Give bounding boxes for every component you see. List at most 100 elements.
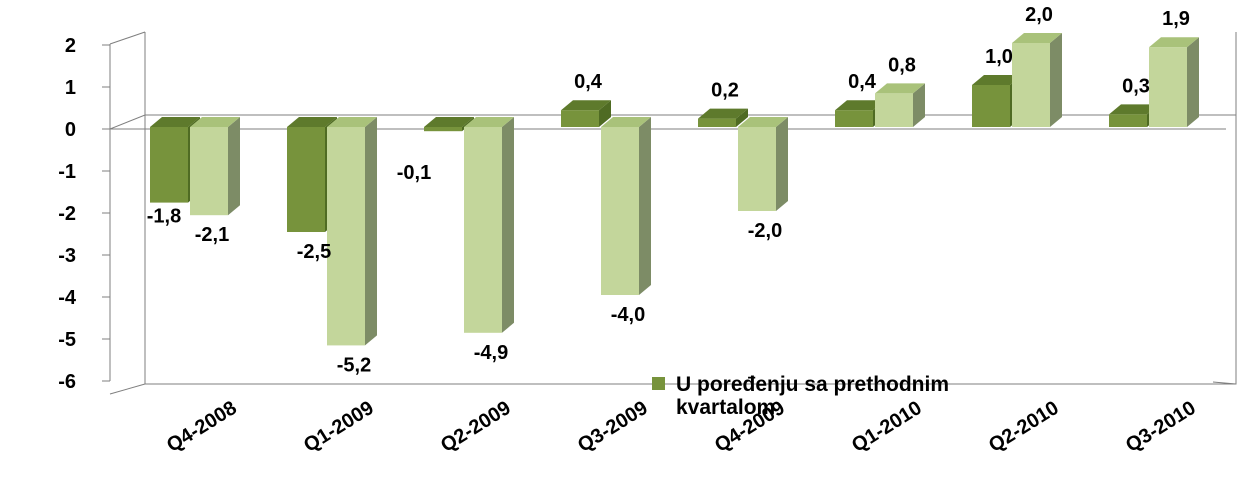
legend-label: U poređenju sa prethodnim [676,373,949,396]
data-label: 2,0 [1025,4,1053,26]
x-tick-label: Q1-2009 [300,397,378,457]
bar-top [150,117,200,127]
bar-top [190,117,240,127]
x-tick-label: Q3-2009 [574,397,652,457]
bar-series1-Q1-2010 [835,100,885,127]
bar-series2-Q1-2009 [327,117,377,346]
floor-edge-right [1212,381,1237,385]
data-label: 1,0 [985,46,1013,68]
data-label: -0,1 [397,162,431,184]
bar-front [327,127,365,346]
y-tick-label: -1 [58,161,76,183]
bar-series2-Q4-2009 [738,117,788,211]
bars [150,33,1199,346]
floor-edge-left [109,383,146,395]
side-wall-top [109,31,146,45]
back-wall [144,32,1237,385]
bar-front [972,85,1010,127]
y-axis-ticks: 2 1 0 -1 -2 -3 -4 -5 -6 [58,35,110,393]
bar-side [502,117,514,333]
y-tick-label: -4 [58,287,77,309]
data-label: -5,2 [337,354,371,376]
data-label: 0,2 [711,80,739,102]
bar-side [599,100,611,127]
bar-front [464,127,502,333]
bar-side [365,117,377,346]
bar-side [776,117,788,211]
bar-side [228,117,240,216]
data-label: 0,4 [848,71,877,93]
bar-front [190,127,228,216]
bar-series2-Q2-2010 [1012,33,1062,127]
bar-top [327,117,377,127]
bar-front [1012,43,1050,127]
data-label: -2,5 [297,241,331,263]
bar-side [913,83,925,127]
x-tick-label: Q4-2008 [163,397,241,457]
bar-front [738,127,776,211]
y-tick-label: 1 [65,77,76,99]
x-tick-label: Q1-2010 [848,397,926,457]
data-label: -4,0 [611,304,645,326]
data-label: -4,9 [474,342,508,364]
legend-label: kvartalom [676,396,775,419]
legend-swatch-series1 [652,377,665,390]
bar-side [736,108,748,127]
x-tick-label: Q3-2010 [1122,397,1200,457]
zero-plane [109,114,1236,130]
chart-frame [109,31,1237,395]
bar-series1-Q3-2009 [561,100,611,127]
bar-side [1050,33,1062,127]
bar-top [424,117,474,127]
bar-front [698,118,736,127]
y-tick-label: -5 [58,329,76,351]
bar-front [835,110,873,127]
bar-series2-Q3-2009 [601,117,651,295]
bar-series2-Q1-2010 [875,83,925,127]
bar-front [561,110,599,127]
data-label: 0,3 [1122,75,1150,97]
y-tick-label: -3 [58,245,76,267]
bar-front [875,93,913,127]
bar-top [464,117,514,127]
data-label: -2,1 [195,224,229,246]
bar-front [287,127,325,232]
bar-top [738,117,788,127]
bar-front [601,127,639,295]
bar-front [424,127,462,132]
data-label: 1,9 [1162,8,1190,30]
bar-top [287,117,337,127]
data-label: -2,0 [748,220,782,242]
y-tick-label: 0 [65,119,76,141]
data-labels: -1,8 -2,1 -2,5 -5,2 -0,1 -4,9 0,4 -4,0 0,2 -2,0 0,… [147,4,1190,376]
bar-top [875,83,925,94]
bar-side [1187,37,1199,128]
bar-top [1149,37,1199,48]
y-tick-label: -6 [58,371,76,393]
bar-top [835,100,885,111]
x-tick-label: Q2-2010 [985,397,1063,457]
bar-series2-Q4-2008 [190,117,240,216]
data-label: 0,4 [574,71,603,93]
bar-front [1149,47,1187,128]
bar-top [1012,33,1062,43]
bar-top [601,117,651,127]
bar-series1-Q4-2009 [698,108,748,127]
x-tick-label: Q2-2009 [437,397,515,457]
y-tick-label: -2 [58,203,76,225]
bar-series2-Q2-2009 [464,117,514,333]
bar-top [561,100,611,111]
bar-front [1109,114,1147,127]
bar-side [639,117,651,295]
bar-top [1109,104,1159,115]
data-label: 0,8 [888,54,916,76]
bar-front [150,127,188,203]
bar-top [698,108,748,119]
data-label: -1,8 [147,206,181,228]
bar-series2-Q3-2010 [1149,37,1199,128]
bar-top [972,75,1022,85]
y-tick-label: 2 [65,35,76,57]
